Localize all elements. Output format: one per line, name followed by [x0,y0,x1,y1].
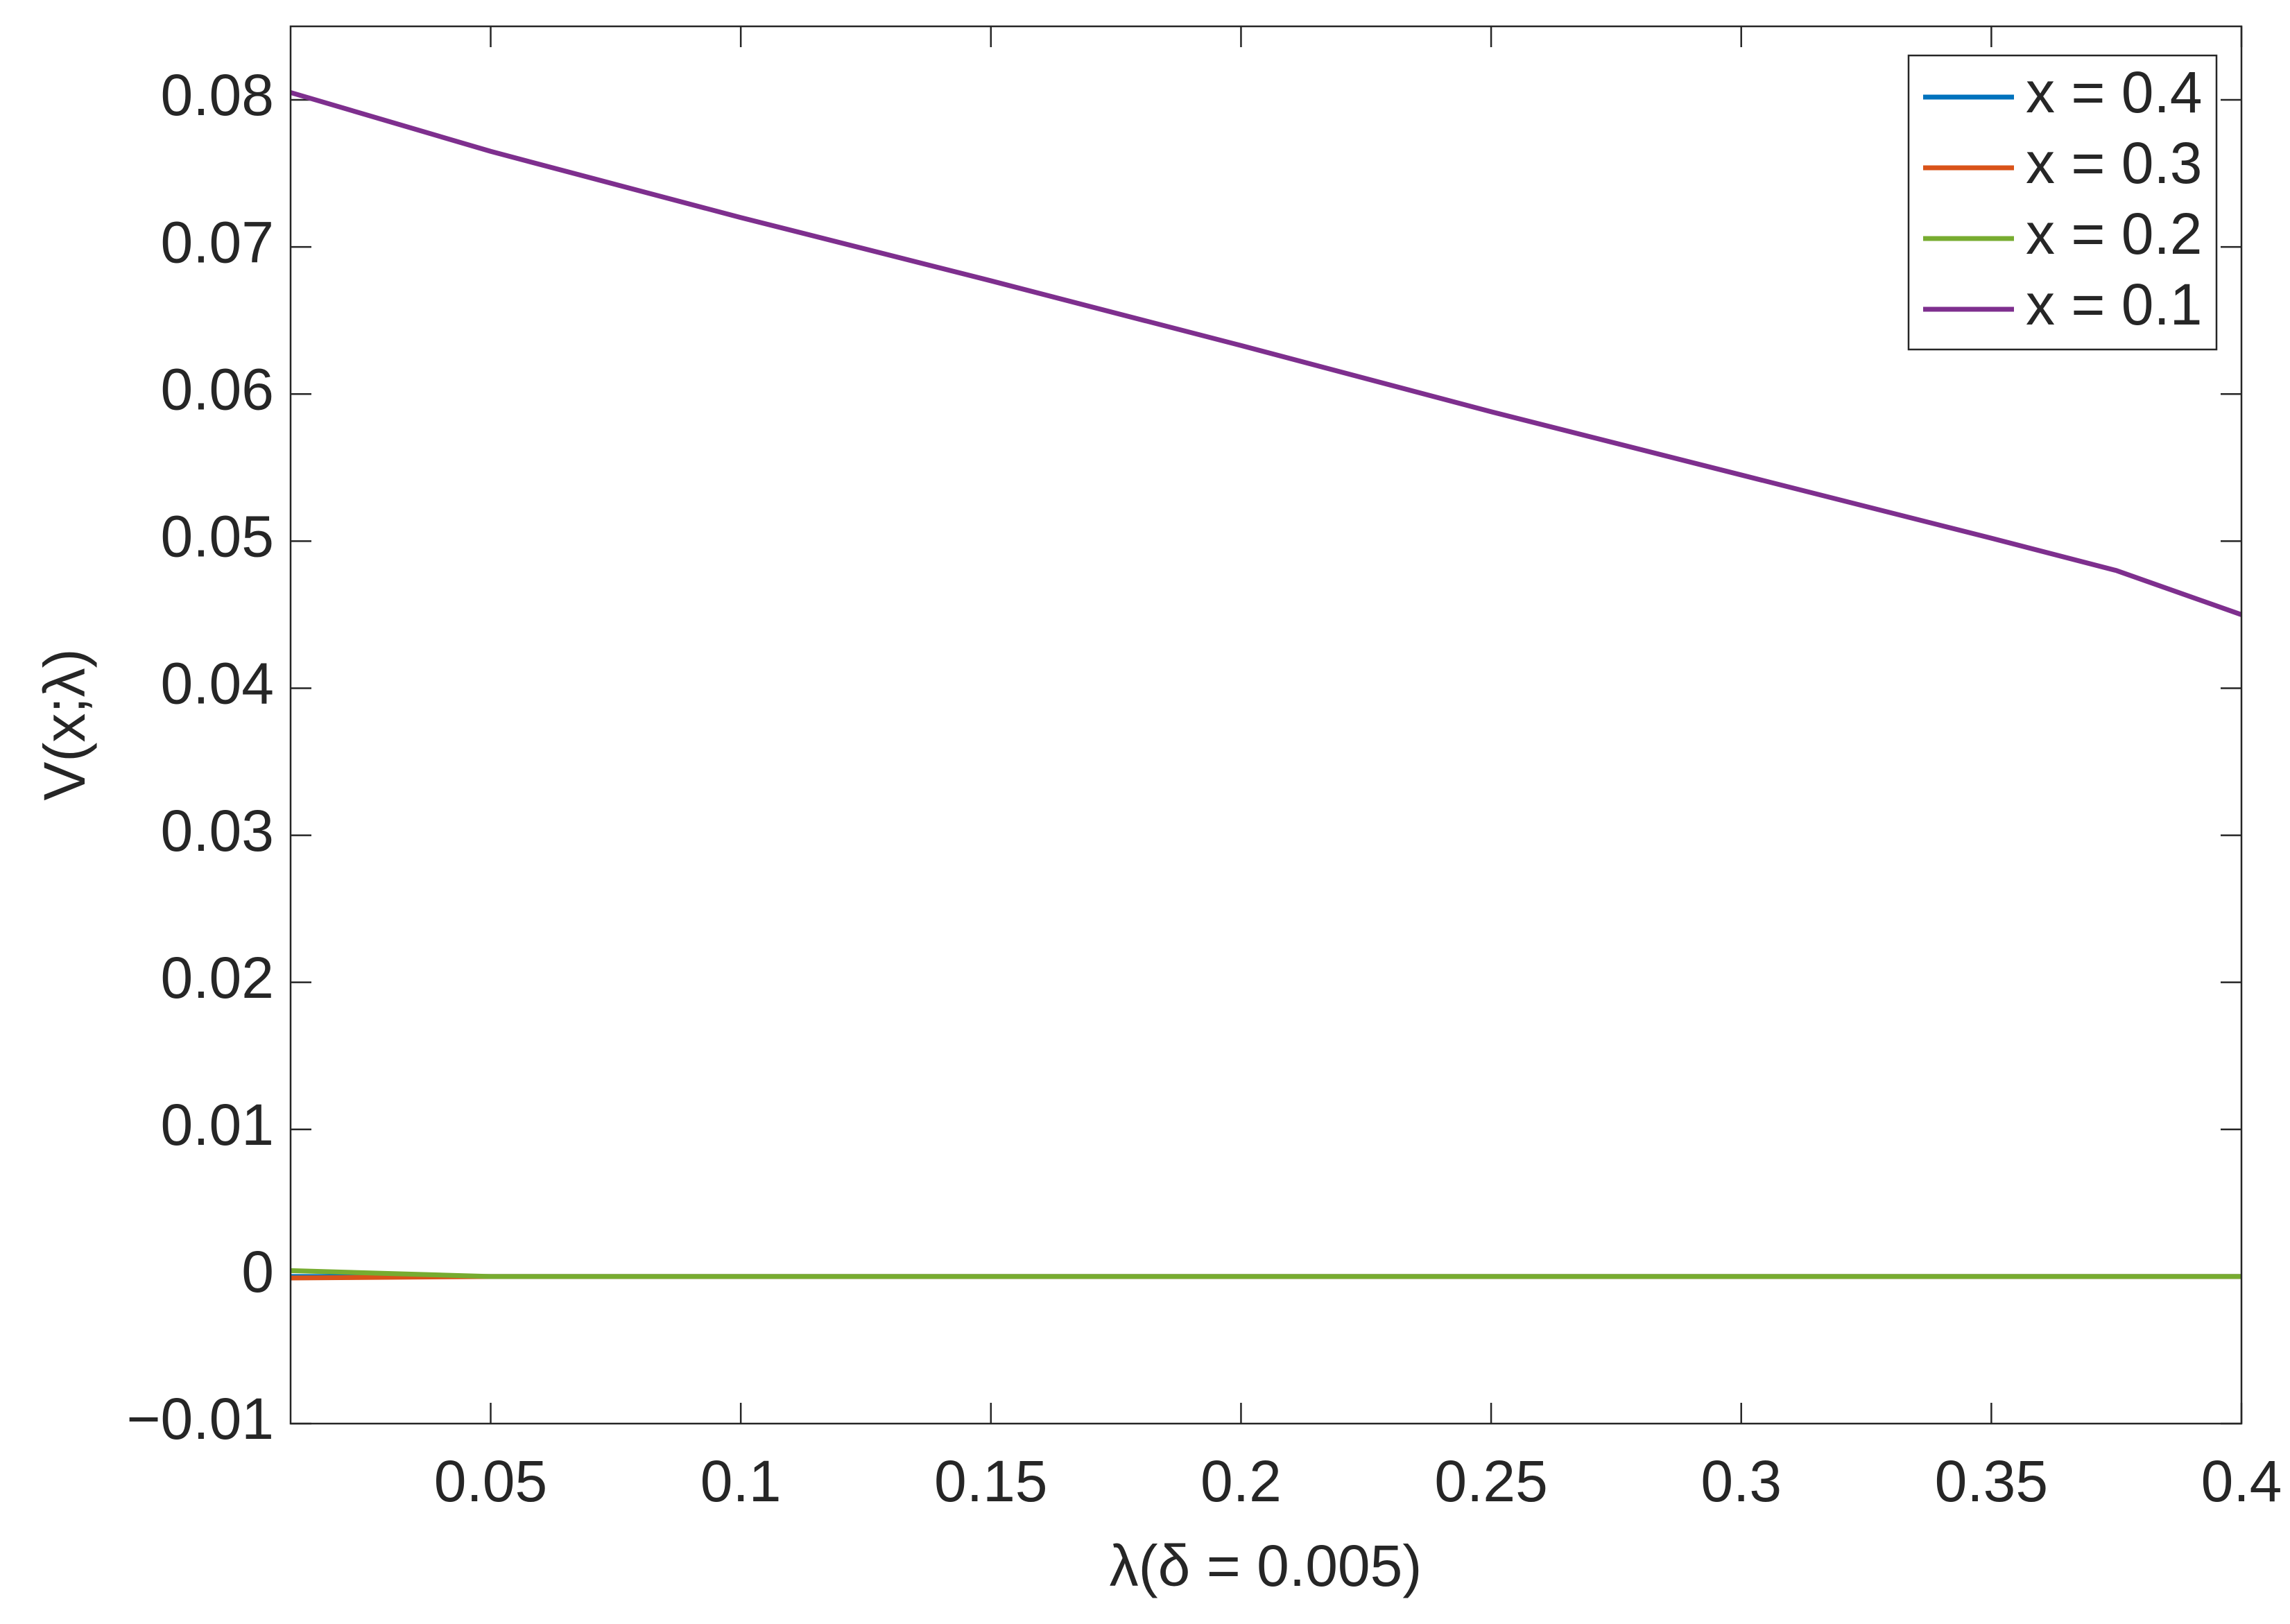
x-tick-label: 0.4 [2201,1449,2282,1514]
series-line [290,1268,2241,1279]
x-tick-label: 0.15 [934,1449,1048,1514]
x-tick-label: 0.35 [1935,1449,2049,1514]
y-tick-label: 0.05 [161,504,275,569]
y-tick-label: 0.04 [161,651,275,716]
x-tick-label: 0.05 [434,1449,548,1514]
x-axis-label: λ(δ = 0.005) [1110,1533,1422,1598]
y-tick-label: 0.02 [161,945,275,1010]
legend-label: x = 0.1 [2026,272,2203,337]
y-tick-label: 0.08 [161,62,275,128]
y-tick-label: −0.01 [126,1386,274,1451]
legend-box [1907,54,2218,351]
legend-label: x = 0.4 [2026,60,2203,125]
y-tick-label: 0.06 [161,356,275,422]
y-tick-label: 0.01 [161,1092,275,1157]
y-tick-label: 0.07 [161,209,275,275]
legend-label: x = 0.2 [2026,201,2203,266]
x-tick-label: 0.2 [1200,1449,1282,1514]
axes-box [289,25,2243,1425]
x-tick-label: 0.25 [1434,1449,1548,1514]
legend-label: x = 0.3 [2026,130,2203,196]
y-tick-label: 0.03 [161,798,275,863]
x-tick-label: 0.3 [1701,1449,1782,1514]
x-tick-label: 0.1 [700,1449,782,1514]
y-tick-label: 0 [241,1239,274,1304]
series-line [290,90,2243,617]
y-axis-label: V(x;λ) [32,648,97,800]
